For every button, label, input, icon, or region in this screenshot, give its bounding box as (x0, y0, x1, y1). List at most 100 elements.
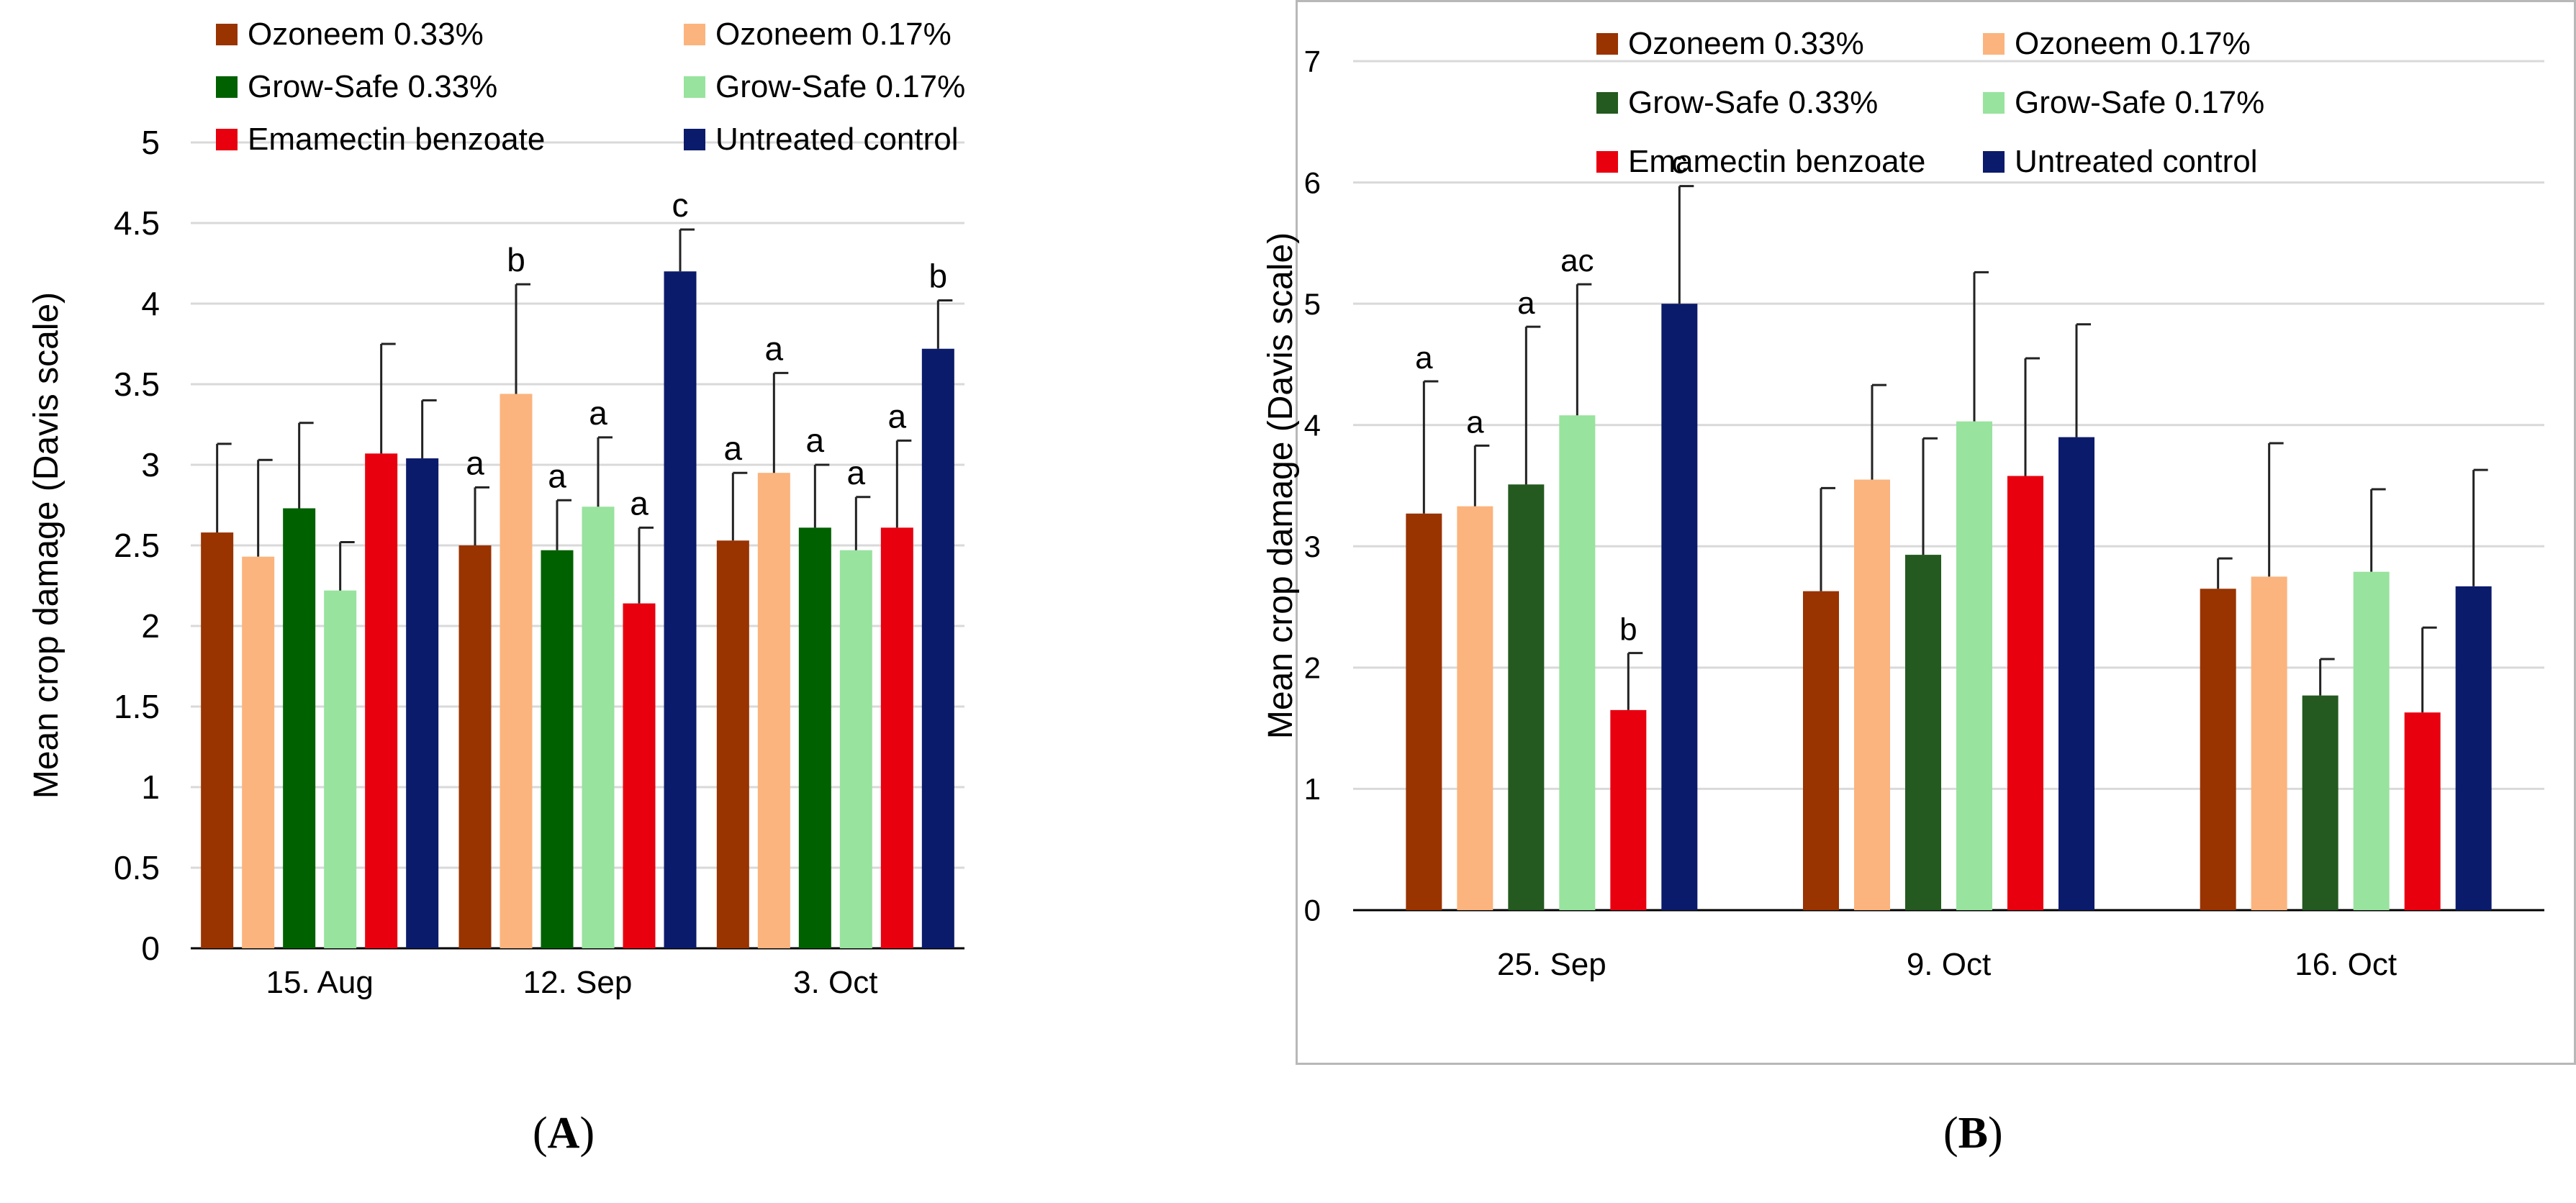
bar-b-2-0 (2200, 589, 2236, 910)
bar-a-1-5 (664, 271, 697, 948)
significance-label-a-1-2: a (548, 457, 566, 494)
legend-label-a-4: Emamectin benzoate (248, 122, 545, 157)
legend-label-b-4: Emamectin benzoate (1628, 144, 1925, 179)
significance-label-b-0-5: c (1671, 145, 1687, 181)
bar-a-0-5 (406, 458, 439, 948)
y-tick-label-a-6: 3 (141, 446, 160, 484)
significance-label-a-1-4: a (630, 484, 648, 522)
significance-label-b-0-2: a (1517, 286, 1535, 321)
bar-b-1-3 (1956, 421, 1992, 910)
bar-b-1-2 (1905, 555, 1941, 910)
bar-b-0-3 (1559, 415, 1596, 910)
y-tick-label-b-4: 4 (1304, 408, 1321, 442)
legend-label-a-2: Grow-Safe 0.33% (248, 69, 497, 104)
caption-a-open: ( (533, 1109, 548, 1158)
caption-a-close: ) (579, 1109, 595, 1158)
caption-a-letter: A (547, 1109, 580, 1158)
bar-a-0-0 (201, 532, 234, 948)
y-tick-label-b-2: 2 (1304, 651, 1321, 685)
panel-b-frame (1296, 0, 2576, 1065)
y-tick-label-b-6: 6 (1304, 165, 1321, 199)
bar-a-2-4 (880, 527, 913, 948)
y-tick-label-a-2: 1 (141, 768, 160, 806)
y-tick-label-a-3: 1.5 (114, 688, 160, 725)
bar-a-2-3 (839, 550, 872, 948)
legend-label-a-1: Ozoneem 0.17% (715, 17, 952, 52)
bar-b-2-4 (2404, 712, 2441, 910)
bar-b-1-0 (1803, 591, 1839, 910)
legend-swatch-b-4 (1596, 151, 1618, 173)
y-tick-label-a-7: 3.5 (114, 366, 160, 403)
bar-b-2-5 (2455, 586, 2492, 910)
significance-label-a-2-5: b (929, 258, 948, 295)
legend-swatch-b-2 (1596, 92, 1618, 114)
legend-label-b-1: Ozoneem 0.17% (2015, 26, 2251, 61)
y-tick-label-b-0: 0 (1304, 894, 1321, 927)
significance-label-b-0-0: a (1415, 340, 1433, 376)
bar-a-0-3 (324, 590, 357, 948)
bar-b-0-1 (1457, 506, 1493, 910)
legend-label-b-0: Ozoneem 0.33% (1628, 26, 1864, 61)
y-tick-label-b-3: 3 (1304, 530, 1321, 563)
y-tick-label-a-5: 2.5 (114, 527, 160, 564)
legend-swatch-a-1 (684, 24, 705, 45)
y-axis-label-b: Mean crop damage (Davis scale) (1262, 232, 1300, 739)
caption-b-open: ( (1943, 1109, 1958, 1158)
significance-label-b-0-3: ac (1560, 243, 1594, 278)
significance-label-a-2-2: a (806, 422, 825, 459)
bar-b-1-5 (2058, 437, 2094, 910)
significance-label-a-2-1: a (765, 330, 784, 367)
significance-label-b-0-4: b (1619, 612, 1637, 648)
legend-label-b-2: Grow-Safe 0.33% (1628, 85, 1878, 120)
y-tick-label-a-8: 4 (141, 285, 160, 322)
significance-label-a-1-1: b (507, 241, 525, 278)
legend-swatch-b-0 (1596, 33, 1618, 55)
caption-b-close: ) (1988, 1109, 2003, 1158)
y-tick-label-a-4: 2 (141, 607, 160, 645)
significance-label-a-2-4: a (888, 397, 907, 435)
legend-swatch-a-4 (216, 129, 238, 150)
bar-b-0-4 (1610, 709, 1647, 910)
bar-b-1-4 (2007, 476, 2043, 910)
bar-a-1-2 (541, 550, 574, 948)
y-tick-label-a-9: 4.5 (114, 204, 160, 242)
legend-label-b-3: Grow-Safe 0.17% (2015, 85, 2264, 120)
bar-a-2-2 (798, 527, 831, 948)
bar-b-0-5 (1661, 304, 1698, 911)
y-tick-label-a-10: 5 (141, 124, 160, 161)
bar-a-1-0 (458, 545, 492, 948)
bar-b-1-1 (1854, 479, 1890, 910)
bar-b-2-2 (2302, 695, 2338, 910)
legend-label-b-5: Untreated control (2015, 144, 2258, 179)
bar-b-2-1 (2251, 576, 2287, 910)
significance-label-a-2-0: a (724, 430, 743, 467)
legend-label-a-0: Ozoneem 0.33% (248, 17, 484, 52)
significance-label-a-2-3: a (847, 454, 866, 491)
x-tick-label-b-2: 16. Oct (2295, 947, 2397, 982)
y-axis-label-a: Mean crop damage (Davis scale) (27, 292, 65, 799)
bar-b-0-2 (1508, 484, 1545, 910)
bar-a-2-0 (716, 540, 749, 948)
bar-a-2-1 (757, 473, 790, 948)
significance-label-a-1-3: a (589, 394, 607, 432)
bar-a-0-2 (283, 508, 316, 948)
y-tick-label-b-5: 5 (1304, 287, 1321, 321)
legend-swatch-b-1 (1983, 33, 2005, 55)
x-tick-label-b-1: 9. Oct (1907, 947, 1991, 982)
legend-label-a-5: Untreated control (715, 122, 959, 157)
bar-a-1-4 (623, 603, 656, 948)
caption-b: (B) (1943, 1108, 2003, 1159)
y-tick-label-a-1: 0.5 (114, 849, 160, 886)
significance-label-a-1-0: a (466, 444, 484, 481)
legend-swatch-a-3 (684, 76, 705, 98)
chart-panel-a: 0 0.5 1 1.5 2 2.5 3 3.5 4 4.5 5 Mean crop damage (D… (27, 17, 965, 1000)
x-tick-label-a-0: 15. Aug (266, 965, 374, 1000)
caption-b-letter: B (1958, 1109, 1989, 1158)
legend-label-a-3: Grow-Safe 0.17% (715, 69, 965, 104)
caption-a: (A) (533, 1108, 595, 1159)
bar-a-1-3 (582, 507, 615, 948)
bar-a-0-4 (365, 453, 398, 948)
significance-label-b-0-1: a (1466, 404, 1484, 440)
bar-a-2-5 (921, 348, 954, 949)
